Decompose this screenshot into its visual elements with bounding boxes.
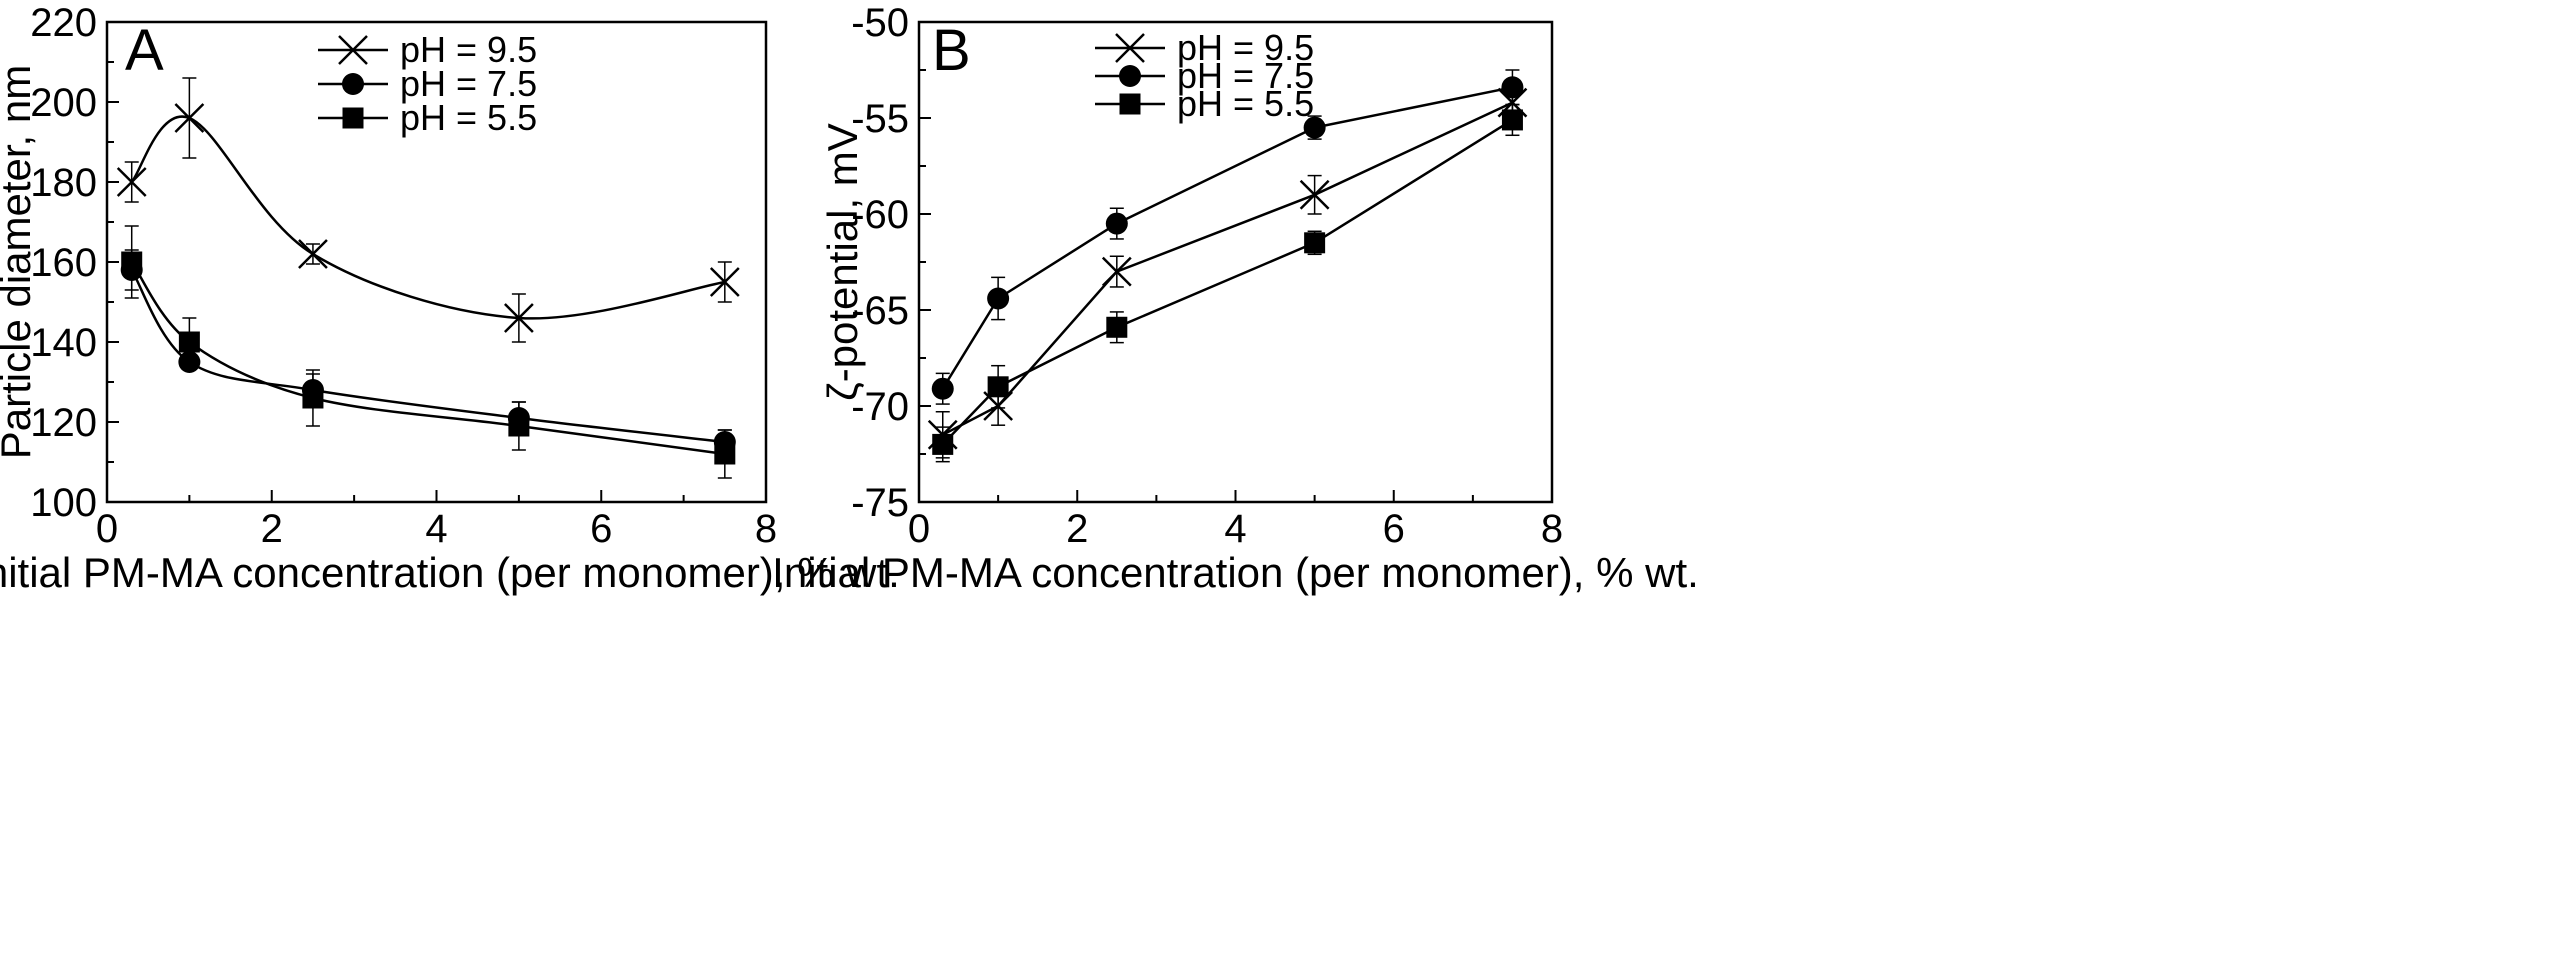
data-point (298, 239, 328, 269)
y-tick-label: 100 (30, 481, 97, 525)
data-point (1101, 256, 1132, 287)
y-tick-label: -65 (851, 289, 909, 333)
legend-marker (342, 73, 364, 95)
x-tick-label: 6 (590, 507, 612, 551)
series-square (932, 103, 1523, 463)
y-axis-title: Particle diameter, nm (0, 65, 39, 460)
y-tick-label: -55 (851, 97, 909, 141)
y-tick-label: 200 (30, 81, 97, 125)
legend-label: pH = 5.5 (1177, 83, 1314, 124)
y-tick-label: -50 (851, 1, 909, 45)
legend-marker (1119, 93, 1141, 115)
y-axis-title: ζ-potential, mV (819, 123, 866, 401)
legend: pH = 9.5pH = 7.5pH = 5.5 (1095, 27, 1314, 124)
data-point (931, 377, 954, 400)
series-line (130, 115, 726, 320)
data-point (174, 103, 205, 133)
legend-label: pH = 9.5 (1177, 27, 1314, 68)
data-point (1105, 212, 1128, 235)
legend-entry: pH = 9.5 (318, 29, 537, 70)
data-point (302, 387, 324, 409)
x-tick-label: 0 (908, 507, 930, 551)
legend-entry: pH = 7.5 (318, 63, 537, 104)
legend-entry: pH = 5.5 (1095, 83, 1314, 124)
series-line (130, 261, 725, 456)
series-line (942, 101, 1513, 436)
legend-marker (1119, 65, 1141, 87)
series-cross (116, 77, 740, 343)
panel-a: 0 2 4 6 8 100 120 140 160 180 200 220 Initial PM-MA … (0, 1, 900, 596)
data-point (503, 303, 534, 333)
legend-label: pH = 5.5 (400, 97, 537, 138)
legend-label: pH = 9.5 (400, 29, 537, 70)
data-point (987, 376, 1009, 398)
legend-marker (338, 35, 368, 65)
data-point (987, 287, 1010, 310)
x-tick-label: 8 (1541, 507, 1563, 551)
y-tick-label: 180 (30, 161, 97, 205)
x-tick-label: 8 (755, 507, 777, 551)
series-circle (120, 249, 736, 455)
y-tick-label: -75 (851, 481, 909, 525)
data-point (1304, 232, 1326, 254)
legend-entry: pH = 9.5 (1095, 27, 1314, 68)
x-axis-title: Initial PM-MA concentration (per monomer… (0, 549, 900, 596)
data-point (178, 331, 200, 353)
x-axis-title: Initial PM-MA concentration (per monomer… (772, 549, 1699, 596)
y-tick-label: -60 (851, 193, 909, 237)
panel-label: A (125, 18, 164, 83)
data-point (932, 433, 954, 455)
y-tick-label: 140 (30, 321, 97, 365)
x-tick-label: 4 (1224, 507, 1246, 551)
series-cross (927, 86, 1528, 459)
legend: pH = 9.5pH = 7.5pH = 5.5 (318, 29, 537, 138)
x-tick-label: 0 (96, 507, 118, 551)
series-square (121, 225, 736, 479)
data-point (714, 443, 736, 465)
panel-label: B (932, 18, 971, 83)
y-tick-label: 160 (30, 241, 97, 285)
y-tick-label: -70 (851, 385, 909, 429)
y-tick-label: 120 (30, 401, 97, 445)
data-point (1501, 109, 1523, 131)
legend-label: pH = 7.5 (1177, 55, 1314, 96)
x-tick-label: 6 (1383, 507, 1405, 551)
legend-marker (1115, 33, 1145, 63)
series-line (130, 269, 725, 444)
y-tick-label: 220 (30, 1, 97, 45)
series-circle (931, 69, 1524, 405)
data-point (116, 167, 147, 197)
data-point (1106, 316, 1128, 338)
data-point (508, 415, 530, 437)
data-point (1501, 76, 1524, 99)
legend-label: pH = 7.5 (400, 63, 537, 104)
legend-marker (342, 107, 364, 129)
legend-entry: pH = 5.5 (318, 97, 537, 138)
panel-b: 0 2 4 6 8 -75 -70 -65 -60 -55 -50 Initial PM-MA con… (772, 1, 1699, 596)
x-tick-label: 2 (1066, 507, 1088, 551)
data-point (709, 267, 740, 297)
x-tick-label: 4 (425, 507, 447, 551)
data-point (1303, 116, 1326, 139)
series-line (941, 86, 1513, 390)
data-point (121, 251, 143, 273)
legend-entry: pH = 7.5 (1095, 55, 1314, 96)
data-point (1299, 179, 1330, 210)
x-tick-label: 2 (261, 507, 283, 551)
